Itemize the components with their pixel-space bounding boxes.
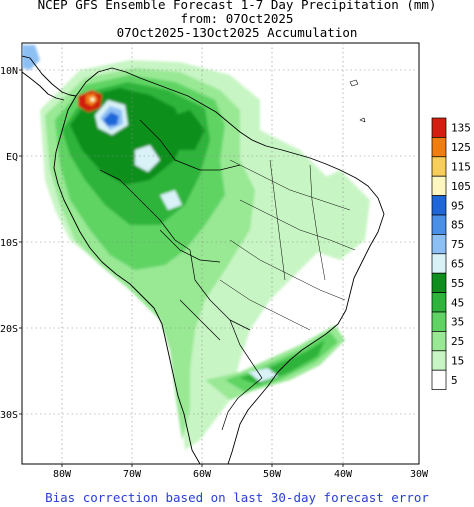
legend-label-15: 15 [451, 355, 464, 368]
lat-label-30s: 30S [0, 410, 18, 421]
coastline [22, 55, 385, 464]
precip-95-region [103, 112, 119, 126]
lat-label-10s: 10S [0, 238, 18, 249]
legend-label-45: 45 [451, 296, 464, 309]
precip-55-region-2 [160, 110, 205, 150]
legend-swatch-5 [431, 369, 447, 390]
legend-label-25: 25 [451, 335, 464, 348]
legend-swatch-125 [431, 137, 447, 158]
legend-label-125: 125 [451, 141, 471, 154]
precip-65-region-2 [135, 145, 160, 172]
longitude-labels: 80W 70W 60W 50W 40W 30W [53, 469, 429, 480]
lat-label-eq: EQ [6, 152, 18, 163]
lon-label-60w: 60W [193, 469, 212, 480]
legend-swatch-35 [431, 311, 447, 332]
legend-swatch-85 [431, 214, 447, 235]
legend-swatch-55 [431, 272, 447, 293]
legend-label-115: 115 [451, 161, 471, 174]
legend-label-5: 5 [451, 374, 458, 387]
precip-65-region-4 [248, 368, 278, 382]
lat-label-20s: 20S [0, 324, 18, 335]
legend-swatch-115 [431, 156, 447, 177]
precip-105-region [90, 97, 95, 102]
lon-label-50w: 50W [263, 469, 282, 480]
precipitation-legend: 135 125 115 105 95 85 75 65 55 45 35 25 15 5 [431, 117, 471, 390]
legend-label-85: 85 [451, 219, 464, 232]
legend-label-55: 55 [451, 277, 464, 290]
legend-label-75: 75 [451, 238, 464, 251]
lon-label-80w: 80W [53, 469, 72, 480]
lon-label-30w: 30W [410, 469, 429, 480]
map-title: NCEP GFS Ensemble Forecast 1-7 Day Preci… [37, 0, 437, 12]
legend-label-95: 95 [451, 199, 464, 212]
graticule [22, 43, 419, 464]
lon-label-70w: 70W [123, 469, 142, 480]
legend-swatch-25 [431, 331, 447, 352]
lon-label-40w: 40W [334, 469, 353, 480]
axis-ticks [19, 69, 344, 467]
map-plot-area [22, 43, 419, 464]
legend-label-135: 135 [451, 122, 471, 135]
bias-correction-note: Bias correction based on last 30-day for… [45, 490, 429, 505]
precip-caribbean-region [22, 45, 40, 70]
lat-label-10n: 10N [0, 66, 18, 77]
legend-swatch-105 [431, 175, 447, 196]
legend-swatch-65 [431, 253, 447, 274]
legend-label-35: 35 [451, 316, 464, 329]
continent-outline [53, 67, 385, 464]
legend-label-105: 105 [451, 180, 471, 193]
legend-label-65: 65 [451, 258, 464, 271]
latitude-labels: 10N EQ 10S 20S 30S [0, 66, 18, 421]
precip-65-region-3 [160, 190, 182, 210]
precipitation-field [22, 45, 370, 450]
legend-swatch-135 [431, 117, 447, 138]
accumulation-period: 07Oct2025-13Oct2025 Accumulation [116, 25, 358, 40]
legend-swatch-75 [431, 234, 447, 255]
forecast-start-date: from: 07Oct2025 [180, 11, 294, 26]
legend-swatch-15 [431, 350, 447, 371]
legend-swatch-95 [431, 195, 447, 216]
legend-swatch-45 [431, 292, 447, 313]
